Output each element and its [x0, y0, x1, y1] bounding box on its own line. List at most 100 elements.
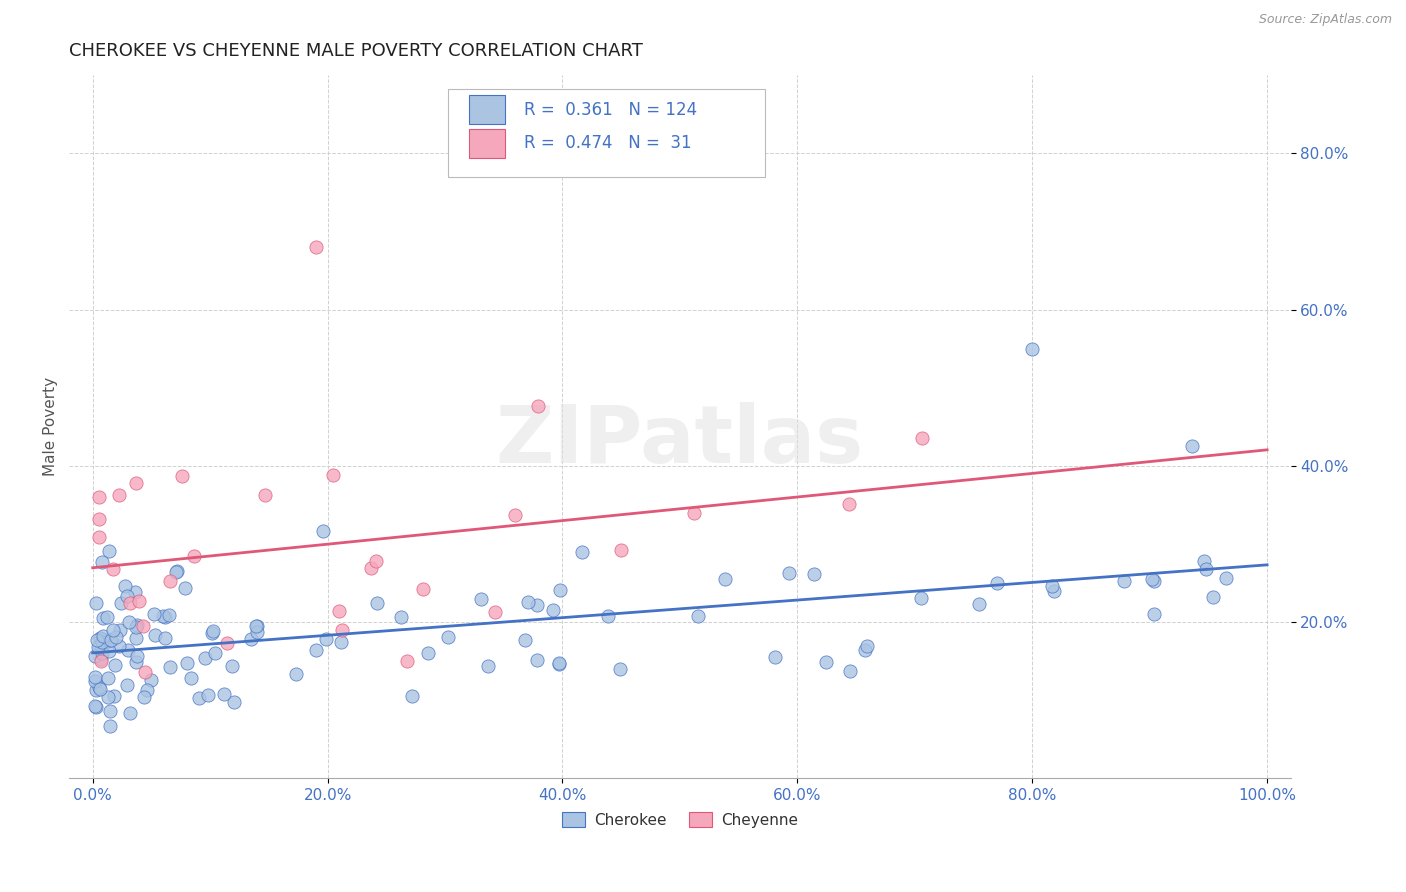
Point — [547, 656, 569, 670]
Point — [176, 656, 198, 670]
Point — [115, 678, 138, 692]
Point — [87, 530, 110, 544]
Point — [815, 656, 838, 670]
Point — [132, 690, 155, 704]
Point — [125, 617, 148, 632]
Point — [98, 705, 121, 719]
Point — [128, 594, 150, 608]
Point — [91, 629, 114, 643]
Point — [328, 604, 350, 618]
Point — [548, 657, 571, 672]
Point — [803, 566, 825, 581]
Point — [165, 565, 187, 579]
Point — [714, 572, 737, 586]
Point — [174, 581, 197, 595]
Point — [312, 524, 335, 538]
Point — [157, 607, 180, 622]
Point — [135, 683, 157, 698]
Point — [437, 630, 460, 644]
Point — [1042, 583, 1064, 598]
Point — [1140, 572, 1163, 586]
Point — [366, 596, 388, 610]
Point — [1021, 342, 1043, 356]
Point — [197, 688, 219, 702]
Point — [143, 628, 166, 642]
Point — [84, 670, 107, 684]
Point — [159, 574, 181, 588]
Point — [118, 596, 141, 610]
Point — [396, 654, 419, 668]
Point — [1112, 574, 1135, 588]
Point — [118, 706, 141, 720]
Point — [97, 543, 120, 558]
Point — [90, 655, 112, 669]
Point — [108, 640, 131, 654]
Point — [124, 585, 146, 599]
Point — [778, 566, 800, 580]
Point — [543, 603, 565, 617]
Y-axis label: Male Poverty: Male Poverty — [44, 377, 58, 476]
Point — [548, 583, 571, 598]
Point — [86, 597, 108, 611]
Point — [240, 632, 263, 646]
Point — [90, 555, 112, 569]
Point — [517, 594, 540, 608]
Point — [329, 635, 352, 649]
Point — [911, 431, 934, 445]
Point — [315, 632, 337, 646]
Point — [104, 657, 127, 672]
Point — [763, 649, 786, 664]
Point — [1143, 574, 1166, 588]
Point — [139, 673, 162, 687]
Point — [103, 689, 125, 703]
Point — [194, 650, 217, 665]
Text: CHEROKEE VS CHEYENNE MALE POVERTY CORRELATION CHART: CHEROKEE VS CHEYENNE MALE POVERTY CORREL… — [69, 42, 643, 60]
Point — [98, 719, 121, 733]
Point — [91, 611, 114, 625]
Point — [183, 549, 205, 564]
Point — [1143, 607, 1166, 622]
Point — [610, 543, 633, 558]
Point — [97, 690, 120, 704]
Point — [96, 609, 118, 624]
Point — [103, 623, 125, 637]
Point — [470, 592, 492, 607]
Point — [526, 653, 548, 667]
Text: Source: ZipAtlas.com: Source: ZipAtlas.com — [1258, 13, 1392, 27]
Point — [134, 665, 156, 679]
Point — [401, 689, 423, 703]
Point — [84, 674, 107, 689]
Point — [108, 623, 131, 637]
Point — [839, 664, 862, 678]
Point — [89, 681, 111, 696]
Point — [412, 582, 434, 597]
Point — [87, 490, 110, 504]
Point — [114, 579, 136, 593]
Point — [322, 468, 344, 483]
Point — [124, 620, 146, 634]
Point — [90, 652, 112, 666]
Point — [91, 635, 114, 649]
Legend: Cherokee, Cheyenne: Cherokee, Cheyenne — [555, 805, 804, 834]
Point — [855, 639, 877, 653]
Point — [91, 646, 114, 660]
Point — [1192, 554, 1215, 568]
Point — [90, 642, 112, 657]
Text: R =  0.474   N =  31: R = 0.474 N = 31 — [523, 135, 692, 153]
Point — [87, 680, 110, 694]
Point — [1202, 590, 1225, 604]
Point — [97, 643, 120, 657]
Point — [477, 659, 499, 673]
Point — [84, 699, 107, 714]
Point — [153, 631, 176, 645]
Point — [416, 646, 439, 660]
Point — [98, 633, 121, 648]
Point — [838, 497, 860, 511]
Point — [204, 647, 226, 661]
Point — [84, 699, 107, 714]
Point — [159, 659, 181, 673]
Point — [503, 508, 526, 523]
Point — [91, 632, 114, 647]
Point — [246, 625, 269, 640]
Point — [224, 695, 246, 709]
